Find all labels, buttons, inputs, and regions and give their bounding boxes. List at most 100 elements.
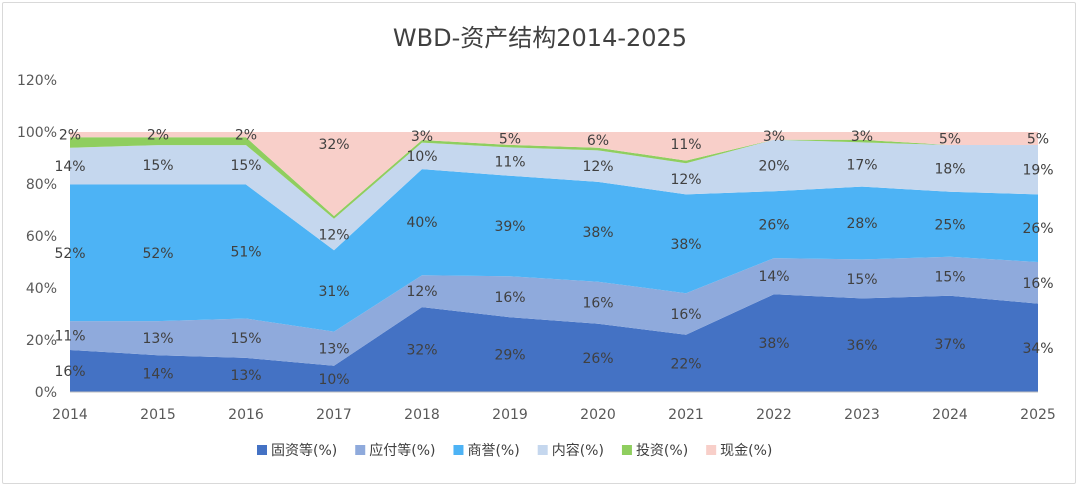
data-label: 15% <box>230 158 261 174</box>
y-tick-label: 100% <box>17 125 57 141</box>
area-4 <box>70 139 1038 251</box>
legend-item: 固资等(%) <box>257 442 337 459</box>
legend-swatch <box>621 445 632 455</box>
data-label: 2% <box>235 128 257 144</box>
data-label: 38% <box>582 225 613 241</box>
data-labels: 16% 14% 13% 10% 32% 29% 26% 22% 38% 36% 37% 34% 11% 1… <box>54 128 1053 388</box>
data-label: 52% <box>54 246 85 262</box>
data-label: 5% <box>939 132 961 148</box>
data-label: 11% <box>670 137 701 153</box>
data-label: 40% <box>406 215 437 231</box>
data-label: 16% <box>670 307 701 323</box>
x-tick-label: 2014 <box>52 407 88 423</box>
data-label: 14% <box>758 269 789 285</box>
data-label: 3% <box>851 129 873 145</box>
legend-swatch <box>453 445 464 455</box>
data-label: 16% <box>54 364 85 380</box>
data-label: 34% <box>1022 341 1053 357</box>
area-6 <box>70 132 1038 216</box>
data-label: 15% <box>846 272 877 288</box>
data-label: 32% <box>318 137 349 153</box>
legend-item: 内容(%) <box>537 442 604 459</box>
area-3 <box>70 169 1038 332</box>
data-label: 32% <box>406 343 437 359</box>
data-label: 52% <box>142 246 173 262</box>
area-5 <box>70 137 1038 219</box>
data-label: 38% <box>758 336 789 352</box>
y-tick-label: 20% <box>26 333 57 349</box>
data-label: 12% <box>406 284 437 300</box>
data-label: 26% <box>758 218 789 234</box>
data-label: 31% <box>318 284 349 300</box>
data-label: 10% <box>318 372 349 388</box>
data-label: 19% <box>1022 163 1053 179</box>
data-label: 14% <box>54 159 85 175</box>
data-label: 2% <box>59 128 81 144</box>
data-label: 6% <box>587 133 609 149</box>
data-label: 12% <box>582 159 613 175</box>
data-label: 3% <box>411 129 433 145</box>
data-label: 51% <box>230 244 261 260</box>
data-label: 13% <box>142 331 173 347</box>
legend-item: 应付等(%) <box>355 442 435 459</box>
x-tick-label: 2019 <box>492 407 528 423</box>
data-label: 2% <box>147 128 169 144</box>
y-tick-label: 60% <box>26 229 57 245</box>
data-label: 13% <box>230 368 261 384</box>
data-label: 11% <box>494 155 525 171</box>
y-tick-label: 80% <box>26 177 57 193</box>
data-label: 36% <box>846 338 877 354</box>
x-tick-label: 2017 <box>316 407 352 423</box>
data-label: 16% <box>1022 276 1053 292</box>
data-label: 3% <box>763 129 785 145</box>
legend-item: 商誉(%) <box>453 443 520 459</box>
data-label: 17% <box>846 158 877 174</box>
x-tick-label: 2020 <box>580 407 616 423</box>
data-label: 18% <box>934 161 965 177</box>
x-tick-label: 2022 <box>756 407 792 423</box>
data-label: 13% <box>318 342 349 358</box>
data-label: 5% <box>1027 132 1049 148</box>
y-tick-label: 40% <box>26 281 57 297</box>
axes: 0% 20% 40% 60% 80% 100% 120% 2014 2015 2016 2017 20… <box>17 73 1056 423</box>
data-label: 28% <box>846 216 877 232</box>
x-tick-label: 2023 <box>844 407 880 423</box>
legend-label: 应付等(%) <box>369 442 435 459</box>
legend-label: 固资等(%) <box>271 442 337 459</box>
y-tick-label: 120% <box>17 73 57 89</box>
data-label: 26% <box>582 351 613 367</box>
data-label: 20% <box>758 158 789 174</box>
x-tick-label: 2025 <box>1020 407 1056 423</box>
legend-item: 现金(%) <box>706 443 772 459</box>
x-tick-label: 2024 <box>932 407 968 423</box>
data-label: 15% <box>142 158 173 174</box>
x-tick-label: 2015 <box>140 407 176 423</box>
area-2 <box>70 256 1038 366</box>
area-1 <box>70 294 1038 392</box>
x-tick-label: 2016 <box>228 407 264 423</box>
data-label: 11% <box>54 329 85 345</box>
data-label: 12% <box>670 172 701 188</box>
data-label: 16% <box>494 290 525 306</box>
legend-swatch <box>355 445 366 455</box>
legend-label: 投资(%) <box>636 443 688 459</box>
data-label: 10% <box>406 149 437 165</box>
area-layers <box>70 132 1038 392</box>
x-tick-label: 2018 <box>404 407 440 423</box>
data-label: 37% <box>934 337 965 353</box>
data-label: 12% <box>318 227 349 243</box>
data-label: 15% <box>934 269 965 285</box>
x-tick-label: 2021 <box>668 407 704 423</box>
legend-swatch <box>537 445 548 455</box>
data-label: 14% <box>142 367 173 383</box>
data-label: 39% <box>494 219 525 235</box>
legend-label: 现金(%) <box>720 443 772 459</box>
data-label: 38% <box>670 237 701 253</box>
y-tick-label: 0% <box>35 385 57 401</box>
legend-label: 商誉(%) <box>467 443 519 459</box>
legend-swatch <box>706 445 717 455</box>
legend-label: 内容(%) <box>552 442 604 459</box>
data-label: 16% <box>582 296 613 312</box>
legend: 固资等(%) 应付等(%) 商誉(%) 内容(%) 投资(%) 现金(%) <box>257 442 772 459</box>
